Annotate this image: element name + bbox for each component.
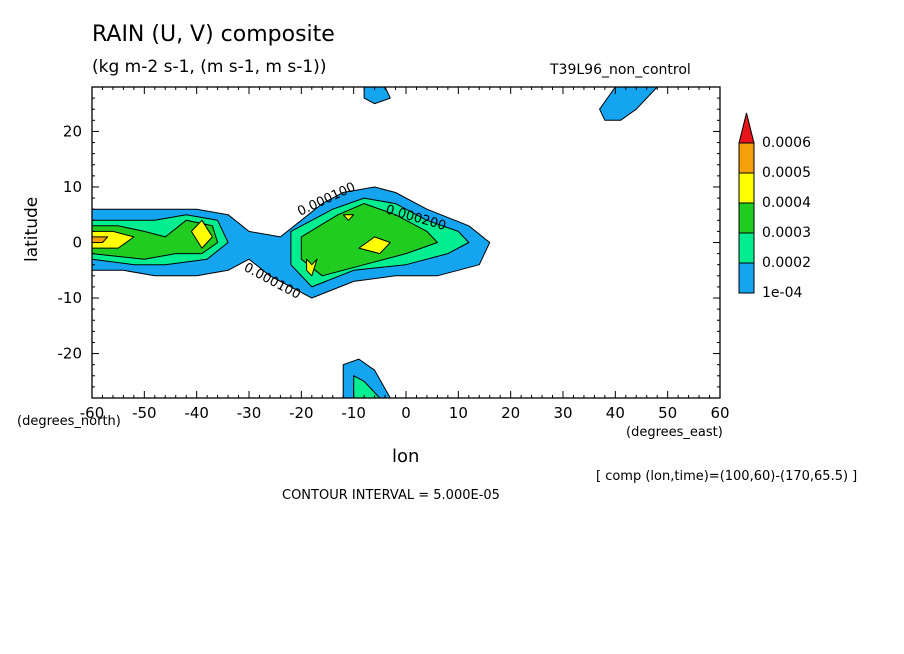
composite-note: [ comp (lon,time)=(100,60)-(170,65.5) ] (596, 469, 858, 484)
x-tick-label: 10 (449, 404, 468, 422)
colorbar-swatch (738, 142, 755, 174)
colorbar-label: 0.0003 (762, 225, 811, 241)
colorbar-label: 0.0002 (762, 255, 811, 271)
colorbar-swatch (738, 112, 755, 144)
y-axis-unit: (degrees_north) (17, 414, 121, 429)
x-tick-label: -40 (184, 404, 209, 422)
y-tick-label: 0 (72, 234, 82, 252)
contour-interval: CONTOUR INTERVAL = 5.000E-05 (282, 488, 500, 503)
x-tick-label: -10 (341, 404, 366, 422)
colorbar-label: 1e-04 (762, 285, 802, 301)
x-tick-label: 60 (710, 404, 729, 422)
contour-region (300, 203, 438, 277)
colorbar-swatch (738, 202, 755, 234)
colorbar-swatch (738, 172, 755, 204)
colorbar-label: 0.0006 (762, 135, 811, 151)
contour-region (190, 219, 213, 249)
x-tick-label: -20 (289, 404, 314, 422)
y-tick-label: 10 (63, 178, 82, 196)
colorbar-swatch (738, 232, 755, 264)
colorbar-label: 0.0004 (762, 195, 811, 211)
x-tick-label: 20 (501, 404, 520, 422)
x-tick-label: 30 (553, 404, 572, 422)
contour-region (363, 86, 391, 105)
x-tick-label: 40 (606, 404, 625, 422)
y-tick-label: -20 (58, 345, 83, 363)
colorbar-label: 0.0005 (762, 165, 811, 181)
y-tick-label: -10 (58, 289, 83, 307)
x-tick-label: -50 (132, 404, 157, 422)
contour-region (342, 214, 355, 221)
dataset-name: T39L96_non_control (550, 62, 691, 78)
x-axis-unit: (degrees_east) (626, 425, 723, 440)
y-tick-label: 20 (63, 122, 82, 140)
contour-region (599, 86, 658, 121)
x-axis-label: lon (392, 446, 420, 467)
chart-subtitle: (kg m-2 s-1, (m s-1, m s-1)) (92, 57, 327, 77)
contour-region (91, 219, 219, 260)
axis-ticks: -60 -50 -40 -30 -20 -10 0 10 20 30 40 50 60 20 10 0 -10 -… (58, 86, 730, 422)
x-tick-label: -60 (80, 404, 105, 422)
x-tick-label: 50 (658, 404, 677, 422)
x-tick-label: -30 (237, 404, 262, 422)
colorbar-labels: 0.0006 0.0005 0.0004 0.0003 0.0002 1e-04 (762, 135, 811, 301)
filled-contours (91, 86, 658, 399)
contour-region (306, 258, 318, 277)
colorbar (738, 112, 755, 294)
x-tick-label: 0 (401, 404, 411, 422)
contour-region (358, 236, 391, 255)
chart-title: RAIN (U, V) composite (92, 22, 335, 47)
colorbar-swatch (738, 262, 755, 294)
